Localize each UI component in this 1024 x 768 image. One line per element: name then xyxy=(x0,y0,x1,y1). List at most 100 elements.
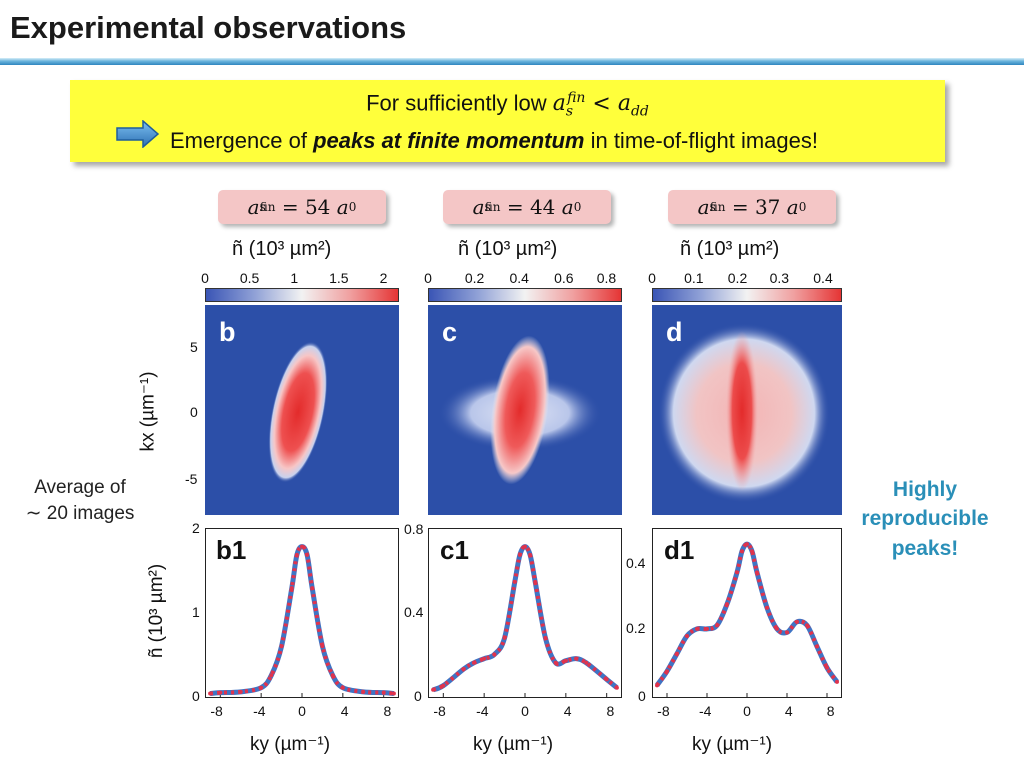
data-point xyxy=(512,579,517,584)
data-point xyxy=(785,630,789,635)
average-note-line2: ∼ 20 images xyxy=(25,502,135,524)
callout-emphasis: peaks at finite momentum xyxy=(313,128,585,153)
data-point xyxy=(715,623,719,628)
plot-b1-ytick: 0 xyxy=(192,688,200,704)
colorbar-tick: 0 xyxy=(648,270,656,286)
data-point xyxy=(765,605,769,610)
data-point xyxy=(310,586,315,591)
reproducible-note: Highly reproducible peaks! xyxy=(855,475,995,563)
data-point xyxy=(705,626,709,631)
plot-b1-ytick: 1 xyxy=(192,604,200,620)
data-point xyxy=(655,683,659,688)
plot-c1-ytick: 0.4 xyxy=(404,604,424,620)
data-point xyxy=(740,549,744,554)
colorbar-tick: 0.2 xyxy=(464,270,485,286)
data-point xyxy=(279,644,284,649)
plot-b1-ytick: 2 xyxy=(192,520,200,536)
data-point xyxy=(330,673,335,678)
average-note: Average of ∼ 20 images xyxy=(15,475,145,526)
data-point xyxy=(441,683,446,688)
right-arrow-icon xyxy=(116,120,160,148)
plot-d1-ytick: 0.4 xyxy=(626,555,646,571)
data-point xyxy=(685,633,689,638)
plot-y-axis-title: ñ (10³ µm²) xyxy=(146,563,168,659)
colorbar-b xyxy=(205,288,399,302)
data-point xyxy=(665,669,669,674)
callout-line1: For sufficiently low asfin < add xyxy=(70,90,945,120)
data-point xyxy=(289,586,294,591)
image-ytick: 5 xyxy=(190,339,198,355)
page-title: Experimental observations xyxy=(10,10,407,45)
data-point xyxy=(805,623,809,628)
plot-d1-ytick: 0.2 xyxy=(626,620,646,636)
data-point xyxy=(528,552,533,557)
colorbar-ticks-b: 0 0.5 1 1.5 2 xyxy=(201,270,399,288)
colorbar-tick: 0.3 xyxy=(769,270,790,286)
data-point xyxy=(614,685,619,690)
colorbar-tick: 0.5 xyxy=(239,270,260,286)
data-point xyxy=(563,658,568,663)
image-letter-c: c xyxy=(442,317,457,347)
data-point xyxy=(208,691,213,696)
image-ytick: -5 xyxy=(185,471,198,487)
callout-line2-suffix: in time-of-flight images! xyxy=(584,128,818,153)
colorbar-tick: 2 xyxy=(379,270,388,286)
data-point xyxy=(695,626,699,631)
colorbar-d xyxy=(652,288,842,302)
data-point xyxy=(305,552,310,557)
data-point xyxy=(725,602,729,607)
data-point xyxy=(584,660,589,665)
data-point xyxy=(300,544,304,549)
data-points-series xyxy=(209,544,395,696)
data-point xyxy=(294,552,299,557)
image-ytick: 0 xyxy=(190,404,198,420)
data-point xyxy=(391,691,396,696)
data-point xyxy=(543,635,548,640)
colorbar-ticks-d: 0 0.1 0.2 0.3 0.4 xyxy=(648,270,842,288)
average-note-line1: Average of xyxy=(34,477,126,498)
image-letter-d: d xyxy=(666,317,683,347)
plot-frame xyxy=(205,528,399,698)
plot-letter-b1: b1 xyxy=(216,535,247,565)
colorbar-tick: 0.4 xyxy=(813,270,833,286)
colorbar-tick: 0.8 xyxy=(596,270,617,286)
density-image-d: d xyxy=(652,305,842,515)
colorbar-tick: 0.1 xyxy=(684,270,704,286)
reproducible-note-line3: peaks! xyxy=(891,536,959,560)
data-point xyxy=(795,619,799,624)
data-point xyxy=(492,652,497,657)
plot-b1-xticks: -8 -4 0 4 8 xyxy=(210,703,392,719)
data-point xyxy=(259,685,264,690)
data-point xyxy=(835,679,839,684)
callout-line1-prefix: For sufficiently low xyxy=(366,90,553,116)
plot-b1-x-axis-title: ky (µm⁻¹) xyxy=(250,734,331,755)
data-point xyxy=(471,660,476,665)
plot-frame xyxy=(652,528,842,698)
density-image-b: b xyxy=(205,305,399,515)
title-underline xyxy=(0,58,1024,65)
data-point xyxy=(755,570,759,575)
callout-math-op: < xyxy=(585,91,618,117)
reproducible-note-line1: Highly xyxy=(892,478,958,501)
colorbar-title-b: ñ (10³ µm²) xyxy=(232,238,332,260)
colorbar-title-c: ñ (10³ µm²) xyxy=(458,238,558,260)
colorbar-tick: 1.5 xyxy=(329,270,349,286)
data-point xyxy=(735,570,739,575)
colorbar-tick: 0 xyxy=(201,270,209,286)
plot-c1-ytick: 0.8 xyxy=(404,521,424,537)
plot-c1-x-axis-title: ky (µm⁻¹) xyxy=(473,734,554,755)
colorbar-c xyxy=(428,288,622,302)
density-image-c: c xyxy=(428,305,622,515)
image-y-axis-title: kx (µm⁻¹) xyxy=(137,371,159,452)
plot-c1-xticks: -8 -4 0 4 8 xyxy=(433,703,615,719)
colorbar-tick: 0 xyxy=(424,270,432,286)
data-point xyxy=(461,667,466,672)
callout-math-rhs: add xyxy=(617,91,649,120)
data-point xyxy=(431,687,436,692)
profile-plot-c1 xyxy=(428,528,622,698)
callout-box: For sufficiently low asfin < add Emergen… xyxy=(70,80,945,162)
data-point xyxy=(381,690,386,695)
data-point xyxy=(553,660,558,665)
